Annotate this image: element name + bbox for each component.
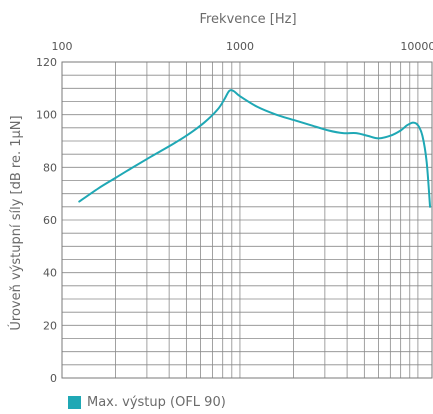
- y-tick-label: 20: [43, 319, 57, 332]
- series-layer: [78, 89, 432, 208]
- series-line: [78, 89, 432, 208]
- y-tick-label: 100: [36, 109, 57, 122]
- y-tick-label: 60: [43, 214, 57, 227]
- x-tick-labels: 100 1000 10000: [52, 40, 433, 53]
- x-tick-label: 10000: [400, 40, 433, 53]
- x-tick-label: 100: [52, 40, 73, 53]
- x-axis-title: Frekvence [Hz]: [199, 12, 296, 27]
- legend-swatch: [68, 395, 81, 409]
- chart: Frekvence [Hz] Úroveň výstupní síly [dB …: [8, 12, 433, 385]
- y-tick-label: 120: [36, 56, 57, 69]
- x-tick-label: 1000: [226, 40, 254, 53]
- y-axis-title: Úroveň výstupní síly [dB re. 1µN]: [8, 115, 24, 330]
- y-tick-label: 0: [50, 372, 57, 385]
- legend: Max. výstup (OFL 90): [68, 394, 226, 410]
- legend-label: Max. výstup (OFL 90): [87, 394, 226, 410]
- plot-frame: [61, 61, 433, 379]
- y-tick-label: 80: [43, 161, 57, 174]
- grid: [62, 62, 432, 378]
- y-tick-label: 40: [43, 267, 57, 280]
- y-tick-labels: 0 20 40 60 80 100 120: [36, 56, 57, 385]
